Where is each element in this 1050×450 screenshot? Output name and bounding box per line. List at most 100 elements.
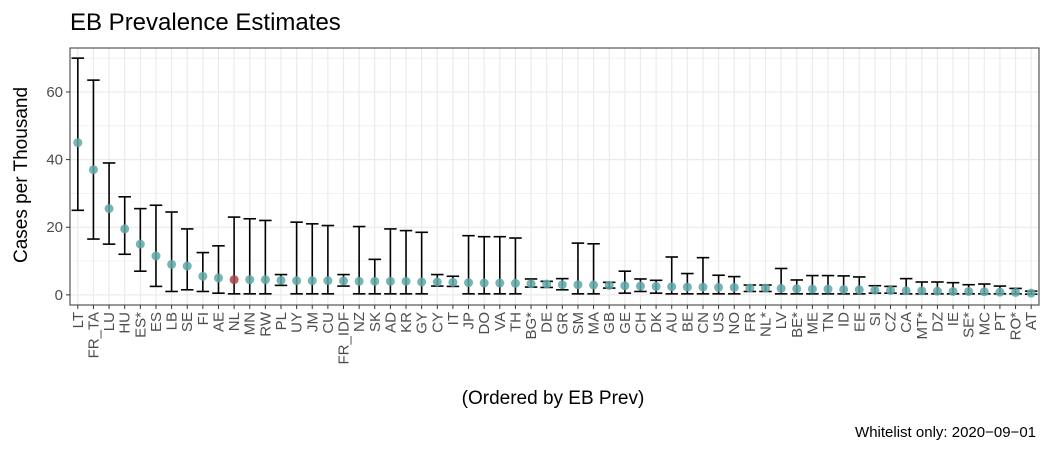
x-tick-label-FR_IDF: FR_IDF <box>336 312 353 365</box>
y-tick-label: 20 <box>46 219 63 236</box>
x-tick-label-NZ: NZ <box>351 312 368 332</box>
x-tick-label-CZ: CZ <box>883 312 900 332</box>
x-tick-label-LV: LV <box>773 312 790 329</box>
point-NL* <box>760 283 770 293</box>
x-tick-label-GB: GB <box>601 312 618 334</box>
x-tick-label-US: US <box>711 312 728 333</box>
errorbar-FR_TA <box>87 79 100 240</box>
x-tick-label-VA: VA <box>492 312 509 331</box>
chart-marks <box>71 57 1038 298</box>
x-tick-label-MT*: MT* <box>914 312 931 340</box>
x-tick-label-MA: MA <box>586 312 603 335</box>
x-tick-label-ES*: ES* <box>132 312 149 338</box>
point-ES* <box>135 239 145 249</box>
y-tick-label: 0 <box>55 287 63 304</box>
point-CA <box>901 286 911 296</box>
x-tick-label-JP: JP <box>461 312 478 330</box>
x-tick-label-LU: LU <box>101 312 118 331</box>
x-tick-label-UY: UY <box>289 312 306 333</box>
point-GB <box>604 280 614 290</box>
errorbar-LB <box>165 211 178 293</box>
x-tick-label-FR_TA: FR_TA <box>85 312 102 358</box>
point-SK <box>370 276 380 286</box>
point-PT <box>995 287 1005 297</box>
errorbar-SE <box>180 228 194 291</box>
point-DO <box>479 278 489 288</box>
panel-border <box>69 47 1040 306</box>
x-tick-label-BE: BE <box>679 312 696 332</box>
point-BE <box>682 282 692 292</box>
point-AU <box>667 282 677 292</box>
x-axis: LTFR_TALUHUES*ESLBSEFIAENLMNRWPLUYJMCUFR… <box>70 305 1040 365</box>
point-AD <box>385 276 395 286</box>
point-FR <box>745 283 755 293</box>
point-LT <box>73 138 83 148</box>
point-FR_IDF <box>339 276 349 286</box>
point-LV <box>776 283 786 293</box>
point-SI <box>870 285 880 295</box>
x-tick-label-RO*: RO* <box>1008 312 1025 341</box>
x-tick-label-SE*: SE* <box>961 312 978 338</box>
errorbar-AE <box>212 245 225 294</box>
point-PL <box>276 275 286 285</box>
point-GE <box>620 281 630 291</box>
point-LB <box>167 259 177 269</box>
x-tick-label-NL: NL <box>226 312 243 331</box>
x-tick-label-FR: FR <box>742 312 759 332</box>
x-tick-label-DE: DE <box>539 312 556 333</box>
point-MA <box>589 280 599 290</box>
point-NL <box>229 275 239 285</box>
x-tick-label-GY: GY <box>414 312 431 334</box>
x-tick-label-BE*: BE* <box>789 312 806 338</box>
x-tick-label-AT: AT <box>1023 312 1040 330</box>
point-CU <box>323 276 333 286</box>
point-SE <box>182 261 192 271</box>
x-tick-label-CH: CH <box>632 312 649 334</box>
point-TH <box>510 278 520 288</box>
point-AT <box>1026 288 1036 298</box>
point-NO <box>729 282 739 292</box>
panel-background <box>70 48 1039 305</box>
point-EE <box>854 285 864 295</box>
x-tick-label-PT: PT <box>992 312 1009 331</box>
errorbar-LT <box>71 57 85 212</box>
point-CY <box>432 277 442 287</box>
x-tick-label-LT: LT <box>70 312 87 328</box>
x-tick-label-DK: DK <box>648 312 665 333</box>
y-tick-label: 60 <box>46 84 63 101</box>
x-tick-label-NL*: NL* <box>757 312 774 337</box>
point-MC <box>979 287 989 297</box>
x-tick-label-CU: CU <box>320 312 337 334</box>
x-tick-label-TN: TN <box>820 312 837 332</box>
chart-caption: Whitelist only: 2020−09−01 <box>855 424 1036 441</box>
x-tick-label-TH: TH <box>507 312 524 332</box>
x-tick-label-CA: CA <box>898 312 915 333</box>
x-tick-label-BG*: BG* <box>523 312 540 340</box>
point-CN <box>698 282 708 292</box>
x-tick-label-CN: CN <box>695 312 712 334</box>
x-tick-label-GE: GE <box>617 312 634 334</box>
point-SM <box>573 280 583 290</box>
x-tick-label-FI: FI <box>195 312 212 325</box>
point-DE <box>542 279 552 289</box>
x-tick-label-AD: AD <box>382 312 399 333</box>
x-tick-label-SM: SM <box>570 312 587 335</box>
point-HU <box>120 224 130 234</box>
point-FR_TA <box>88 165 98 175</box>
errorbar-ES <box>149 204 163 288</box>
point-CH <box>635 281 645 291</box>
x-tick-label-CY: CY <box>429 312 446 333</box>
x-tick-label-ID: ID <box>836 312 853 327</box>
x-axis-title: (Ordered by EB Prev) <box>462 388 645 409</box>
point-ID <box>839 284 849 294</box>
point-LU <box>104 204 114 214</box>
point-JP <box>464 278 474 288</box>
errorbar-SK <box>368 258 382 295</box>
x-tick-label-SK: SK <box>367 312 384 332</box>
point-KR <box>401 276 411 286</box>
x-tick-label-DO: DO <box>476 312 493 335</box>
point-ES <box>151 251 161 261</box>
y-axis-title: Cases per Thousand <box>11 87 32 263</box>
point-RO* <box>1011 287 1021 297</box>
